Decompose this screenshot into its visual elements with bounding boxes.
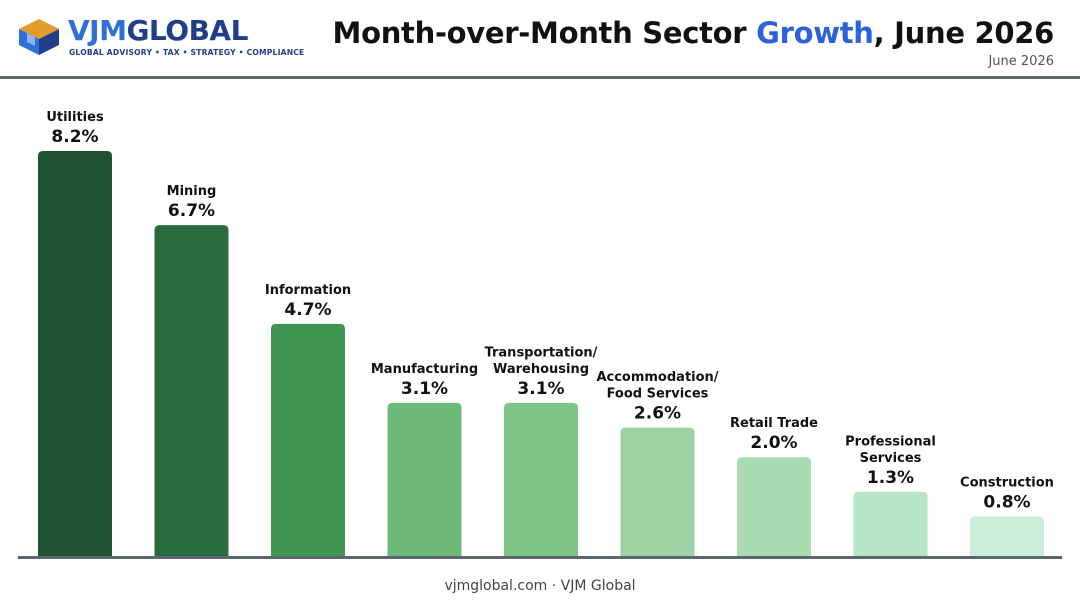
footer-credit: vjmglobal.com · VJM Global (444, 578, 636, 594)
category-label: Professional (845, 434, 936, 449)
header: VJMGLOBAL GLOBAL ADVISORY • TAX • STRATE… (0, 0, 1080, 79)
category-label: Mining (167, 184, 217, 199)
bar[interactable] (970, 516, 1044, 556)
bar[interactable] (154, 225, 229, 556)
bar-group: 3.1% Manufacturing (371, 362, 478, 556)
category-label: Construction (960, 475, 1054, 490)
title-accent: Growth (756, 16, 874, 50)
category-label: Utilities (46, 110, 104, 125)
bar[interactable] (853, 491, 928, 556)
category-label: Services (860, 451, 922, 466)
category-label: Manufacturing (371, 362, 478, 377)
logo-wordmark-part2: GLOBAL (126, 14, 248, 47)
bar-group: 3.1% Transportation/Warehousing (485, 345, 598, 556)
bar-group: 2.6% Accommodation/Food Services (596, 370, 719, 556)
data-label: 0.8% (983, 492, 1030, 512)
bar[interactable] (387, 402, 462, 556)
cube-logo-icon (19, 19, 59, 55)
category-label: Transportation/ (485, 345, 598, 360)
category-label: Retail Trade (730, 416, 818, 431)
category-label: Accommodation/ (596, 370, 718, 385)
data-label: 3.1% (401, 379, 448, 399)
title-part2: , June 2026 (873, 16, 1055, 50)
category-label: Information (265, 283, 351, 298)
data-label: 4.7% (284, 300, 331, 320)
data-label: 6.7% (168, 201, 215, 221)
bar[interactable] (504, 402, 578, 556)
data-label: 2.6% (634, 404, 681, 424)
logo-wordmark-part1: VJM (68, 14, 127, 47)
category-label: Food Services (607, 387, 709, 402)
category-label: Warehousing (493, 362, 589, 377)
bar-group: 1.3% Professional Services (845, 434, 936, 556)
title-part1: Month-over-Month Sector (332, 16, 757, 50)
brand-logo[interactable]: VJMGLOBAL GLOBAL ADVISORY • TAX • STRATE… (18, 14, 304, 60)
logo-wordmark: VJMGLOBAL (68, 16, 248, 46)
data-label: 1.3% (867, 468, 914, 488)
bar-group: 4.7% Information (265, 283, 351, 556)
chart-title: Month-over-Month Sector Growth, June 202… (332, 16, 1055, 50)
bar-group: 2.0% Retail Trade (730, 416, 818, 556)
data-label: 3.1% (517, 379, 564, 399)
data-label: 2.0% (750, 433, 797, 453)
logo-tagline: GLOBAL ADVISORY • TAX • STRATEGY • COMPL… (69, 48, 305, 57)
bar[interactable] (620, 427, 695, 556)
bar[interactable] (38, 151, 112, 556)
bar-group: 0.8% Construction (960, 475, 1054, 556)
data-label: 8.2% (51, 127, 98, 147)
bar-group: 8.2% Utilities (38, 110, 112, 556)
bar[interactable] (271, 323, 345, 556)
chart-subtitle: June 2026 (988, 54, 1054, 69)
bar[interactable] (737, 457, 811, 556)
bar-group: 6.7% Mining (154, 184, 229, 556)
header-divider (0, 76, 1080, 79)
